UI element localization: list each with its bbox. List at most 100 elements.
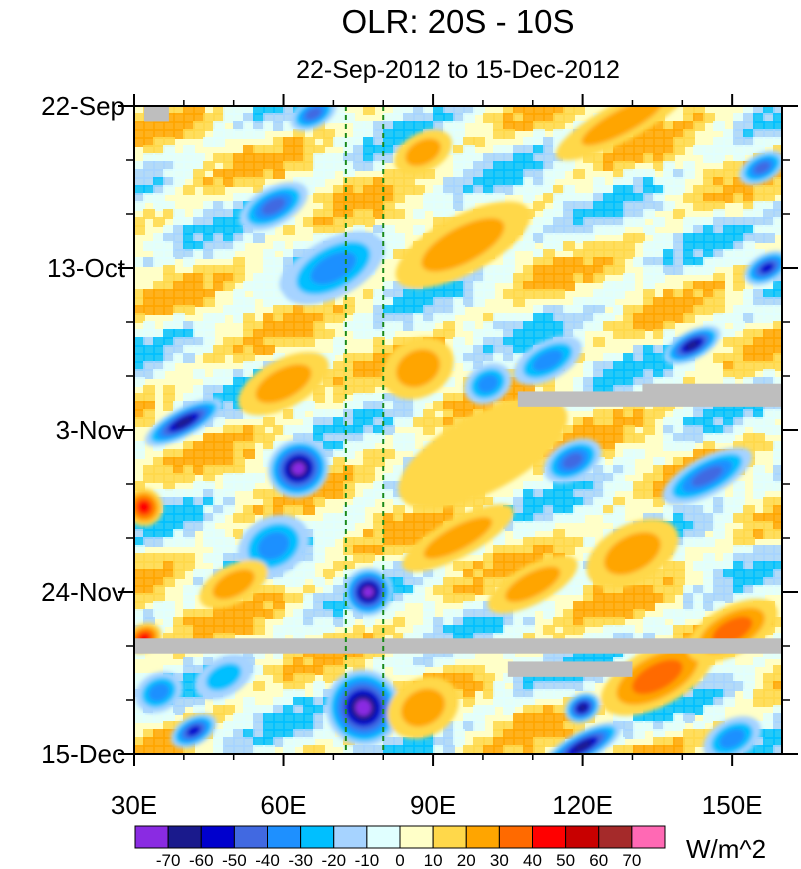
field-cell xyxy=(533,121,545,131)
field-cell xyxy=(473,713,485,723)
field-cell xyxy=(293,729,305,739)
field-cell xyxy=(723,665,735,675)
field-cell xyxy=(713,713,725,723)
field-cell xyxy=(713,233,725,243)
field-cell xyxy=(773,521,782,531)
field-cell xyxy=(733,313,745,323)
field-cell xyxy=(463,665,475,675)
field-cell xyxy=(143,473,155,483)
field-cell xyxy=(403,409,415,419)
field-cell xyxy=(343,137,355,147)
field-cell xyxy=(593,497,605,507)
field-cell xyxy=(653,305,665,315)
field-cell xyxy=(243,177,255,187)
field-cell xyxy=(523,545,535,555)
field-cell xyxy=(623,209,635,219)
field-cell xyxy=(763,729,775,739)
field-cell xyxy=(753,409,765,419)
field-cell xyxy=(293,569,305,579)
anomaly-contour xyxy=(477,374,499,393)
field-cell xyxy=(423,569,435,579)
field-cell xyxy=(703,569,715,579)
field-cell xyxy=(253,745,265,754)
field-cell xyxy=(703,441,715,451)
field-cell xyxy=(543,217,555,227)
field-cell xyxy=(313,433,325,443)
field-cell xyxy=(513,561,525,571)
field-cell xyxy=(763,513,775,523)
field-cell xyxy=(523,745,535,754)
field-cell xyxy=(533,737,545,747)
field-cell xyxy=(393,249,405,259)
field-cell xyxy=(513,737,525,747)
field-cell xyxy=(463,321,475,331)
field-cell xyxy=(243,233,255,243)
field-cell xyxy=(773,297,782,307)
field-cell xyxy=(223,617,235,627)
field-cell xyxy=(603,609,615,619)
field-cell xyxy=(163,745,175,754)
field-cell xyxy=(313,417,325,427)
field-cell xyxy=(503,337,515,347)
field-cell xyxy=(303,705,315,715)
field-cell xyxy=(263,417,275,427)
field-cell xyxy=(383,281,395,291)
field-cell xyxy=(523,273,535,283)
field-cell xyxy=(333,185,345,195)
field-cell xyxy=(693,537,705,547)
field-cell xyxy=(663,585,675,595)
field-cell xyxy=(643,241,655,251)
field-cell xyxy=(233,609,245,619)
field-cell xyxy=(453,281,465,291)
field-cell xyxy=(413,649,425,659)
field-cell xyxy=(243,745,255,754)
field-cell xyxy=(163,257,175,267)
field-cell xyxy=(163,153,175,163)
field-cell xyxy=(743,665,755,675)
field-cell xyxy=(733,441,745,451)
field-cell xyxy=(193,625,205,635)
field-cell xyxy=(203,633,215,643)
field-cell xyxy=(683,697,695,707)
field-cell xyxy=(723,689,735,699)
field-cell xyxy=(603,313,615,323)
field-cell xyxy=(673,409,685,419)
field-cell xyxy=(723,193,735,203)
field-cell xyxy=(613,521,625,531)
field-cell xyxy=(663,201,675,211)
field-cell xyxy=(473,265,485,275)
field-cell xyxy=(683,417,695,427)
field-cell xyxy=(503,393,515,403)
field-cell xyxy=(533,273,545,283)
field-cell xyxy=(303,177,315,187)
field-cell xyxy=(473,665,485,675)
field-cell xyxy=(383,473,395,483)
field-cell xyxy=(723,241,735,251)
field-cell xyxy=(483,265,495,275)
field-cell xyxy=(763,561,775,571)
field-cell xyxy=(533,129,545,139)
field-cell xyxy=(203,513,215,523)
field-cell xyxy=(323,193,335,203)
field-cell xyxy=(213,561,225,571)
field-cell xyxy=(173,521,185,531)
field-cell xyxy=(393,233,405,243)
field-cell xyxy=(163,721,175,731)
field-cell xyxy=(593,241,605,251)
field-cell xyxy=(633,193,645,203)
field-cell xyxy=(663,161,675,171)
field-cell xyxy=(203,449,215,459)
field-cell xyxy=(463,697,475,707)
field-cell xyxy=(553,529,565,539)
field-cell xyxy=(503,689,515,699)
field-cell xyxy=(713,145,725,155)
field-cell xyxy=(293,505,305,515)
field-cell xyxy=(653,297,665,307)
field-cell xyxy=(673,177,685,187)
field-cell xyxy=(383,425,395,435)
field-cell xyxy=(723,369,735,379)
field-cell xyxy=(493,177,505,187)
field-cell xyxy=(423,289,435,299)
field-cell xyxy=(363,209,375,219)
field-cell xyxy=(593,489,605,499)
